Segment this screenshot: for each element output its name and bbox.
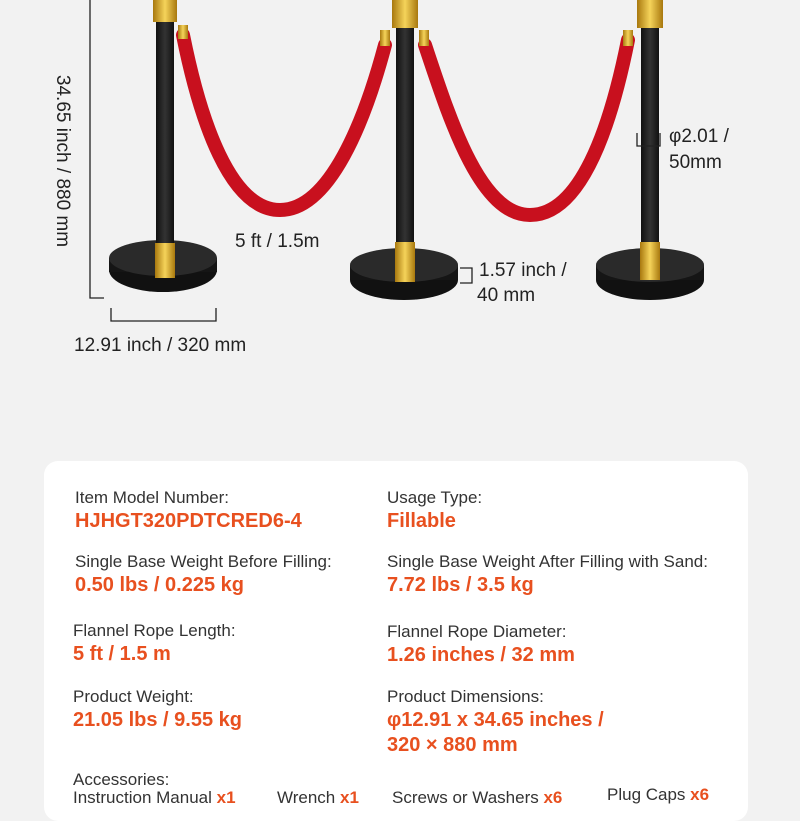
spec-value: 7.72 lbs / 3.5 kg <box>387 574 534 596</box>
accessories-label: Accessories: <box>73 770 170 789</box>
accessory-qty: x1 <box>340 788 359 807</box>
spec-model-number: Item Model Number: HJHGT320PDTCRED6-4 <box>75 487 302 534</box>
accessory-name: Instruction Manual <box>73 788 212 807</box>
base-height-label-1: 1.57 inch / <box>479 260 567 281</box>
spec-value: 1.26 inches / 32 mm <box>387 644 575 666</box>
spec-value: HJHGT320PDTCRED6-4 <box>75 510 302 532</box>
accessory-name: Screws or Washers <box>392 788 539 807</box>
stanchion-3 <box>596 0 704 300</box>
stanchion-2 <box>350 0 458 300</box>
accessory-qty: x1 <box>216 788 236 807</box>
accessory-name: Plug Caps <box>607 785 686 804</box>
spec-product-weight: Product Weight: 21.05 lbs / 9.55 kg <box>73 686 242 733</box>
spec-value: 21.05 lbs / 9.55 kg <box>73 709 242 731</box>
spec-value: 0.50 lbs / 0.225 kg <box>75 574 244 596</box>
accessory-qty: x6 <box>690 785 710 804</box>
accessory-item: Wrench x1 <box>277 788 359 808</box>
spec-label: Product Weight: <box>73 687 194 706</box>
rope-span-label: 5 ft / 1.5m <box>235 231 320 252</box>
pole-diameter-label-2: 50mm <box>669 152 722 173</box>
stanchion-1 <box>109 0 217 292</box>
dimension-lines <box>89 0 661 322</box>
spec-base-weight-before: Single Base Weight Before Filling: 0.50 l… <box>75 551 332 598</box>
spec-card <box>44 461 748 821</box>
spec-value-line2: 320 × 880 mm <box>387 734 518 756</box>
spec-label: Product Dimensions: <box>387 687 544 706</box>
rope-left <box>176 28 392 218</box>
accessory-item: Instruction Manual x1 <box>73 788 236 808</box>
spec-rope-diameter: Flannel Rope Diameter: 1.26 inches / 32 m… <box>387 621 575 668</box>
spec-base-weight-after: Single Base Weight After Filling with Sa… <box>387 551 708 598</box>
spec-product-dimensions: Product Dimensions: φ12.91 x 34.65 inches… <box>387 686 604 758</box>
spec-value: φ12.91 x 34.65 inches / <box>387 709 604 731</box>
spec-value: Fillable <box>387 510 456 532</box>
pole-diameter-label-1: φ2.01 / <box>669 126 729 147</box>
spec-value: 5 ft / 1.5 m <box>73 643 171 665</box>
accessory-qty: x6 <box>543 788 563 807</box>
base-height-label-2: 40 mm <box>477 285 536 306</box>
spec-label: Item Model Number: <box>75 488 229 507</box>
accessory-item: Plug Caps x6 <box>607 785 709 805</box>
base-width-label: 12.91 inch / 320 mm <box>74 335 247 356</box>
accessory-item: Screws or Washers x6 <box>392 788 562 808</box>
accessory-name: Wrench <box>277 788 336 807</box>
spec-label: Flannel Rope Length: <box>73 621 236 640</box>
spec-label: Usage Type: <box>387 488 483 507</box>
height-dimension-label: 34.65 inch / 880 mm <box>52 74 73 248</box>
spec-label: Single Base Weight After Filling with Sa… <box>387 552 708 571</box>
stanchion-illustration <box>89 0 704 322</box>
spec-rope-length: Flannel Rope Length: 5 ft / 1.5 m <box>73 620 236 667</box>
spec-usage-type: Usage Type: Fillable <box>387 487 482 534</box>
spec-label: Single Base Weight Before Filling: <box>75 552 332 571</box>
rope-right <box>418 33 635 223</box>
spec-label: Flannel Rope Diameter: <box>387 622 567 641</box>
